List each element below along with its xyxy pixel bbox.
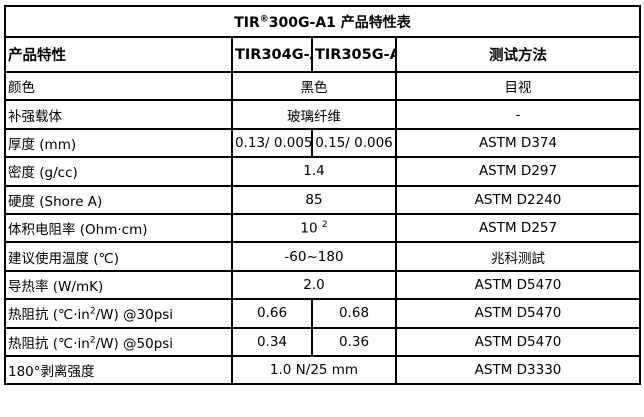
header-tir305g: TIR305G-A1: [311, 36, 397, 73]
table-title-row: TIR®300G-A1 产品特性表: [3, 5, 642, 38]
registered-mark: ®: [259, 13, 269, 24]
test-method-cell: 目视: [394, 70, 642, 102]
test-method-cell: ASTM D297: [394, 156, 642, 187]
table-row: 颜色 黑色 目视: [4, 70, 642, 102]
tir305g-value: 0.15/ 0.006: [311, 127, 397, 159]
test-method-cell: -: [394, 99, 642, 130]
test-method-cell: 兆科测試: [394, 241, 642, 272]
property-cell: 180°剥离强度: [4, 354, 233, 386]
property-cell: 密度 (g/cc): [4, 156, 233, 187]
table-row: 热阻抗 (℃·in2/W) @30psi 0.66 0.68 ASTM D5470: [4, 298, 642, 329]
table-row: 180°剥离强度 1.0 N/25 mm ASTM D3330: [4, 354, 642, 386]
table-row: 补强载体 玻璃纤维 -: [4, 99, 642, 130]
property-text: 热阻抗 (℃·in: [8, 335, 90, 352]
test-method-cell: ASTM D257: [394, 212, 642, 244]
tir304g-value: 0.34: [231, 326, 313, 357]
test-method-cell: ASTM D374: [394, 127, 642, 159]
property-cell: 厚度 (mm): [4, 127, 233, 159]
header-test-method: 测试方法: [394, 36, 642, 73]
test-method-cell: ASTM D5470: [394, 326, 642, 357]
value-text: 10: [300, 220, 318, 237]
test-method-cell: ASTM D5470: [394, 269, 642, 301]
table-row: 体积电阻率 (Ohm·cm) 10 2 ASTM D257: [4, 212, 642, 244]
property-text: /W) @30psi: [95, 307, 174, 324]
superscript: 2: [89, 335, 96, 346]
table-row: 热阻抗 (℃·in2/W) @50psi 0.34 0.36 ASTM D5470: [4, 326, 642, 357]
tir305g-value: 0.36: [311, 326, 397, 357]
property-cell: 颜色: [4, 70, 233, 102]
value-cell: 1.0 N/25 mm: [231, 354, 397, 386]
tir304g-value: 0.66: [231, 298, 313, 329]
property-cell: 热阻抗 (℃·in2/W) @30psi: [4, 298, 233, 329]
header-tir304g: TIR304G-A1: [231, 36, 313, 73]
test-method-cell: ASTM D3330: [394, 354, 642, 386]
tir304g-value: 0.13/ 0.005: [231, 127, 313, 159]
header-property: 产品特性: [4, 36, 233, 73]
property-text: 热阻抗 (℃·in: [8, 307, 90, 324]
product-properties-table: TIR®300G-A1 产品特性表 产品特性 TIR304G-A1 TIR305…: [3, 5, 642, 386]
value-cell: 玻璃纤维: [231, 99, 397, 130]
test-method-cell: ASTM D2240: [394, 184, 642, 215]
test-method-cell: ASTM D5470: [394, 298, 642, 329]
value-cell: 黑色: [231, 70, 397, 102]
property-text: /W) @50psi: [95, 335, 174, 352]
title-prefix: TIR: [234, 14, 260, 31]
property-cell: 补强载体: [4, 99, 233, 130]
table-row: 建议使用温度 (℃) -60~180 兆科测試: [4, 241, 642, 272]
value-cell: 1.4: [231, 156, 397, 187]
superscript: 2: [89, 306, 96, 317]
value-cell: 10 2: [231, 212, 397, 244]
table-row: 导热率 (W/mK) 2.0 ASTM D5470: [4, 269, 642, 301]
superscript: 2: [321, 219, 328, 230]
value-cell: -60~180: [231, 241, 397, 272]
property-cell: 建议使用温度 (℃): [4, 241, 233, 272]
value-cell: 2.0: [231, 269, 397, 301]
table-header-row: 产品特性 TIR304G-A1 TIR305G-A1 测试方法: [4, 36, 642, 73]
property-cell: 体积电阻率 (Ohm·cm): [4, 212, 233, 244]
tir305g-value: 0.68: [311, 298, 397, 329]
table-title: TIR®300G-A1 产品特性表: [3, 5, 642, 38]
table-row: 厚度 (mm) 0.13/ 0.005 0.15/ 0.006 ASTM D374: [4, 127, 642, 159]
property-cell: 热阻抗 (℃·in2/W) @50psi: [4, 326, 233, 357]
table-row: 硬度 (Shore A) 85 ASTM D2240: [4, 184, 642, 215]
property-cell: 硬度 (Shore A): [4, 184, 233, 215]
table-row: 密度 (g/cc) 1.4 ASTM D297: [4, 156, 642, 187]
value-cell: 85: [231, 184, 397, 215]
property-cell: 导热率 (W/mK): [4, 269, 233, 301]
title-rest: 300G-A1 产品特性表: [268, 14, 411, 31]
